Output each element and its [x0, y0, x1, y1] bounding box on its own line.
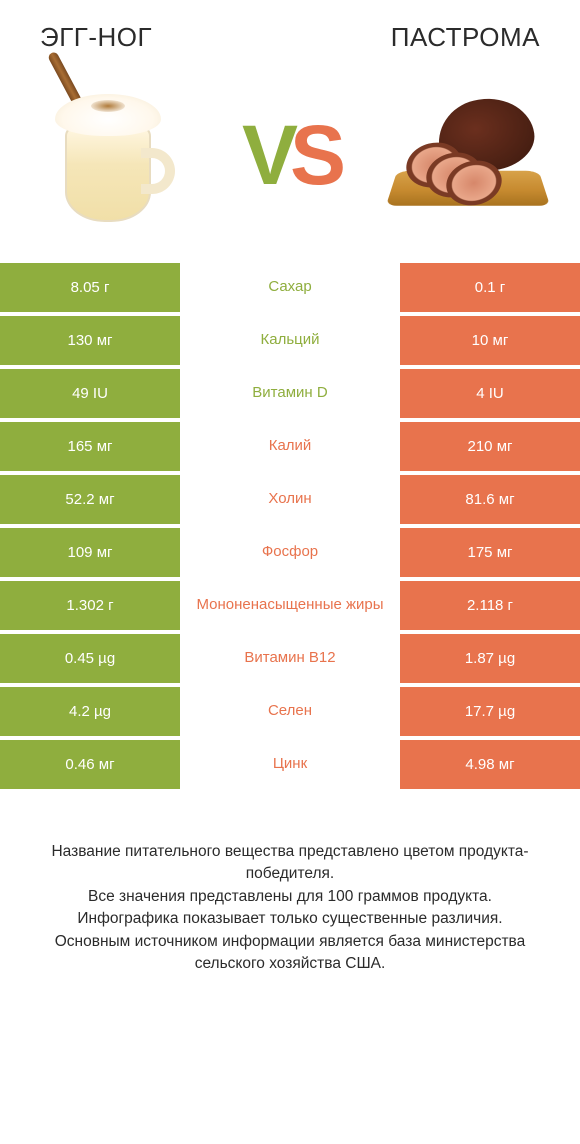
value-left: 52.2 мг	[0, 475, 180, 524]
value-right: 81.6 мг	[400, 475, 580, 524]
title-right: ПАСТРОМА	[391, 22, 540, 53]
table-row: 49 IUВитамин D4 IU	[0, 369, 580, 418]
table-row: 8.05 гСахар0.1 г	[0, 263, 580, 312]
comparison-table: 8.05 гСахар0.1 г130 мгКальций10 мг49 IUВ…	[0, 263, 580, 789]
vs-s: S	[290, 113, 338, 197]
nutrient-label: Кальций	[180, 316, 400, 365]
hero: VS	[0, 63, 580, 263]
footer-line: Инфографика показывает только существенн…	[28, 908, 552, 930]
value-left: 130 мг	[0, 316, 180, 365]
eggnog-illustration	[30, 75, 195, 235]
table-row: 4.2 µgСелен17.7 µg	[0, 687, 580, 736]
footer-line: Основным источником информации является …	[28, 931, 552, 976]
nutrient-label: Сахар	[180, 263, 400, 312]
value-left: 0.45 µg	[0, 634, 180, 683]
value-right: 2.118 г	[400, 581, 580, 630]
table-row: 165 мгКалий210 мг	[0, 422, 580, 471]
footer-line: Все значения представлены для 100 граммо…	[28, 886, 552, 908]
table-row: 0.46 мгЦинк4.98 мг	[0, 740, 580, 789]
value-right: 0.1 г	[400, 263, 580, 312]
value-right: 10 мг	[400, 316, 580, 365]
nutrient-label: Мононенасыщенные жиры	[180, 581, 400, 630]
nutrient-label: Селен	[180, 687, 400, 736]
header: ЭГГ-НОГ ПАСТРОМА	[0, 0, 580, 63]
footer-note: Название питательного вещества представл…	[0, 793, 580, 976]
footer-line: Название питательного вещества представл…	[28, 841, 552, 886]
nutrient-label: Калий	[180, 422, 400, 471]
value-left: 109 мг	[0, 528, 180, 577]
value-right: 17.7 µg	[400, 687, 580, 736]
table-row: 1.302 гМононенасыщенные жиры2.118 г	[0, 581, 580, 630]
nutrient-label: Цинк	[180, 740, 400, 789]
nutrient-label: Холин	[180, 475, 400, 524]
table-row: 130 мгКальций10 мг	[0, 316, 580, 365]
value-left: 1.302 г	[0, 581, 180, 630]
value-right: 175 мг	[400, 528, 580, 577]
value-left: 165 мг	[0, 422, 180, 471]
value-left: 0.46 мг	[0, 740, 180, 789]
nutrient-label: Витамин D	[180, 369, 400, 418]
value-right: 4 IU	[400, 369, 580, 418]
value-left: 49 IU	[0, 369, 180, 418]
value-right: 4.98 мг	[400, 740, 580, 789]
vs-v: V	[242, 113, 290, 197]
vs-label: VS	[242, 113, 338, 197]
value-left: 8.05 г	[0, 263, 180, 312]
value-right: 210 мг	[400, 422, 580, 471]
title-left: ЭГГ-НОГ	[40, 22, 152, 53]
pastrami-illustration	[385, 75, 550, 235]
table-row: 109 мгФосфор175 мг	[0, 528, 580, 577]
table-row: 52.2 мгХолин81.6 мг	[0, 475, 580, 524]
nutrient-label: Фосфор	[180, 528, 400, 577]
value-left: 4.2 µg	[0, 687, 180, 736]
table-row: 0.45 µgВитамин B121.87 µg	[0, 634, 580, 683]
value-right: 1.87 µg	[400, 634, 580, 683]
nutrient-label: Витамин B12	[180, 634, 400, 683]
